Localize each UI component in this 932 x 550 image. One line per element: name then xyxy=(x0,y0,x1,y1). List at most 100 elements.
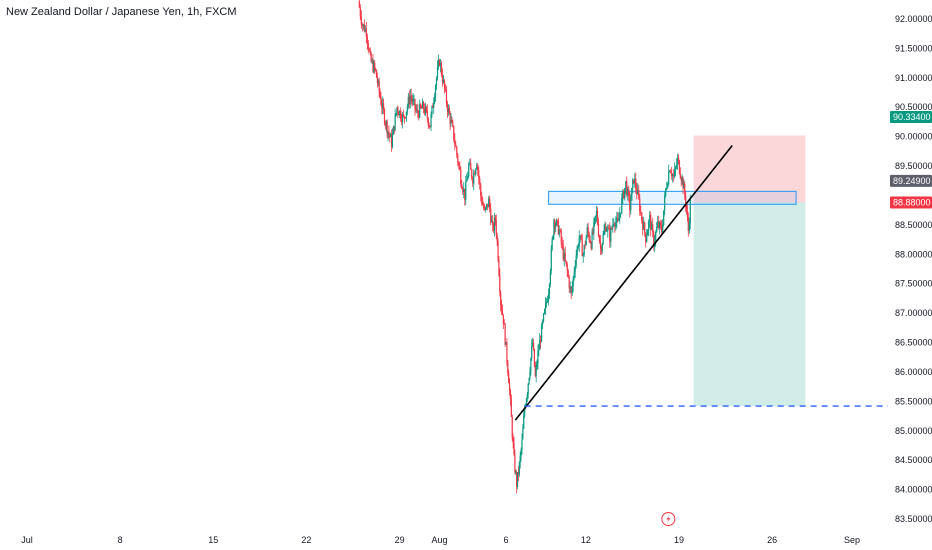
candle-body xyxy=(604,227,606,231)
candle-body xyxy=(490,208,492,223)
candle-body xyxy=(673,174,675,177)
candle-body xyxy=(371,60,373,62)
candle-body xyxy=(546,301,548,303)
candles xyxy=(358,0,691,494)
candle-body xyxy=(677,157,679,165)
candle-body xyxy=(457,154,459,163)
candle-body xyxy=(598,235,601,242)
candle-body xyxy=(505,341,507,345)
candle-body xyxy=(390,134,392,138)
candle-body xyxy=(411,98,413,102)
candle-body xyxy=(632,179,634,189)
candle-body xyxy=(667,184,669,188)
price-label-text: 88.88000 xyxy=(893,198,931,208)
candle-body xyxy=(440,63,443,75)
candle-body xyxy=(658,221,660,228)
candle-body xyxy=(592,231,594,234)
candle-body xyxy=(557,220,559,235)
candle-body xyxy=(373,63,375,72)
candle-body xyxy=(433,102,435,108)
candle-body xyxy=(437,60,440,67)
x-tick-label: Jul xyxy=(21,535,33,545)
candle-body xyxy=(594,217,596,222)
candle-body xyxy=(584,245,586,246)
candle-body xyxy=(419,104,421,118)
candle-body xyxy=(393,126,395,131)
candle-body xyxy=(368,49,370,51)
price-label-text: 90.33400 xyxy=(893,112,931,122)
candle-body xyxy=(502,314,504,324)
candle-body xyxy=(540,339,542,342)
candle-body xyxy=(616,217,618,223)
candle-body xyxy=(561,242,563,246)
candle-body xyxy=(533,348,536,367)
candle-body xyxy=(425,107,427,111)
candle-body xyxy=(503,323,505,325)
candle-body xyxy=(474,172,476,175)
candle-body xyxy=(484,208,486,210)
candle-body xyxy=(536,364,538,367)
candle-body xyxy=(534,366,536,377)
candle-body xyxy=(548,284,551,295)
candle-body xyxy=(451,119,453,123)
candle-body xyxy=(363,24,365,32)
candle-body xyxy=(498,259,500,276)
candle-body xyxy=(432,105,434,108)
candle-body xyxy=(558,229,560,235)
candle-body xyxy=(493,217,496,231)
candle-body xyxy=(443,79,446,89)
candle-body xyxy=(611,228,613,229)
candle-body xyxy=(613,223,615,225)
candle-body xyxy=(480,184,482,196)
candle-body xyxy=(573,271,575,277)
candle-body xyxy=(468,164,470,176)
candle-body xyxy=(426,110,428,119)
candle-body xyxy=(548,294,550,301)
candle-body xyxy=(410,95,412,99)
candle-body xyxy=(605,227,607,231)
candle-body xyxy=(458,162,460,166)
lightning-icon[interactable] xyxy=(661,512,676,526)
candle-body xyxy=(537,351,539,365)
candle-body xyxy=(552,235,554,240)
x-tick-label: Sep xyxy=(844,535,860,545)
candle-body xyxy=(555,224,557,228)
candle-body xyxy=(379,91,381,98)
candle-body xyxy=(553,220,555,236)
candle-body xyxy=(532,342,534,346)
target-zone[interactable] xyxy=(693,202,806,407)
candle-body xyxy=(602,234,604,244)
candle-body xyxy=(525,398,528,406)
candle-body xyxy=(627,189,629,196)
candle-body xyxy=(512,437,514,444)
y-tick-label: 92.00000 xyxy=(895,14,932,24)
candle-body xyxy=(562,245,564,260)
candle-body xyxy=(596,210,599,224)
candle-body xyxy=(659,222,661,228)
resistance-box[interactable] xyxy=(548,190,797,205)
candle-body xyxy=(414,99,416,109)
candle-body xyxy=(400,110,402,120)
candle-body xyxy=(685,195,687,206)
candle-body xyxy=(585,236,587,246)
candle-body xyxy=(421,102,424,109)
trendline[interactable] xyxy=(514,144,733,421)
candle-body xyxy=(634,178,636,183)
candle-body xyxy=(588,233,590,241)
candle-body xyxy=(687,217,689,232)
candle-body xyxy=(636,188,638,195)
candle-body xyxy=(515,472,517,473)
candle-body xyxy=(523,415,525,429)
y-tick-label: 84.00000 xyxy=(895,485,932,495)
candle-body xyxy=(550,249,552,271)
candle-body xyxy=(635,178,637,189)
candle-body xyxy=(391,134,394,148)
candle-body xyxy=(570,286,572,293)
price-label xyxy=(890,111,932,123)
candle-body xyxy=(445,89,448,104)
candle-body xyxy=(446,103,449,113)
candle-body xyxy=(541,324,543,342)
candle-body xyxy=(375,68,377,70)
candle-body xyxy=(683,183,685,189)
